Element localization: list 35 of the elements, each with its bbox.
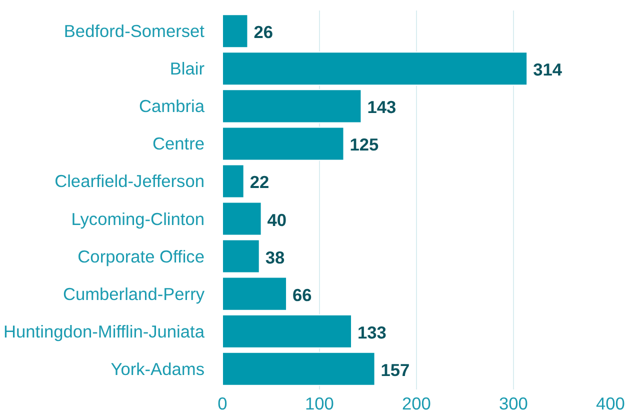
y-tick-label: Cumberland-Perry	[62, 284, 205, 304]
x-tick-label: 0	[218, 394, 228, 414]
bar	[222, 14, 248, 48]
bar	[222, 352, 376, 386]
data-label: 22	[250, 172, 270, 192]
x-tick-label: 100	[305, 394, 334, 414]
y-tick-label: Clearfield-Jefferson	[54, 171, 205, 192]
data-label: 66	[292, 284, 312, 305]
y-tick-label: Cambria	[139, 96, 205, 116]
y-tick-label: Corporate Office	[78, 246, 205, 266]
bar	[222, 202, 262, 236]
x-tick-label: 200	[402, 394, 431, 414]
data-label: 143	[367, 97, 396, 118]
bar	[222, 276, 288, 311]
bar	[222, 314, 352, 348]
x-tick-label: 400	[596, 394, 625, 414]
y-tick-label: Centre	[152, 134, 205, 154]
data-label: 26	[254, 22, 274, 42]
data-label: 157	[380, 360, 410, 380]
x-tick-label: 300	[499, 394, 528, 414]
y-tick-label: York-Adams	[110, 358, 205, 379]
bar	[222, 164, 244, 198]
y-tick-label: Lycoming-Clinton	[71, 208, 205, 229]
data-label: 40	[267, 210, 287, 230]
data-label: 125	[350, 134, 380, 155]
y-tick-label: Blair	[170, 58, 205, 79]
data-label: 38	[265, 247, 285, 268]
y-tick-label: Huntingdon-Mifflin-Juniata	[4, 321, 205, 342]
bar	[222, 89, 362, 124]
data-label: 314	[533, 60, 562, 80]
y-tick-label: Bedford-Somerset	[64, 21, 205, 42]
bar	[222, 239, 260, 274]
bar	[222, 126, 344, 161]
data-label: 133	[358, 322, 387, 342]
bar	[222, 52, 528, 86]
